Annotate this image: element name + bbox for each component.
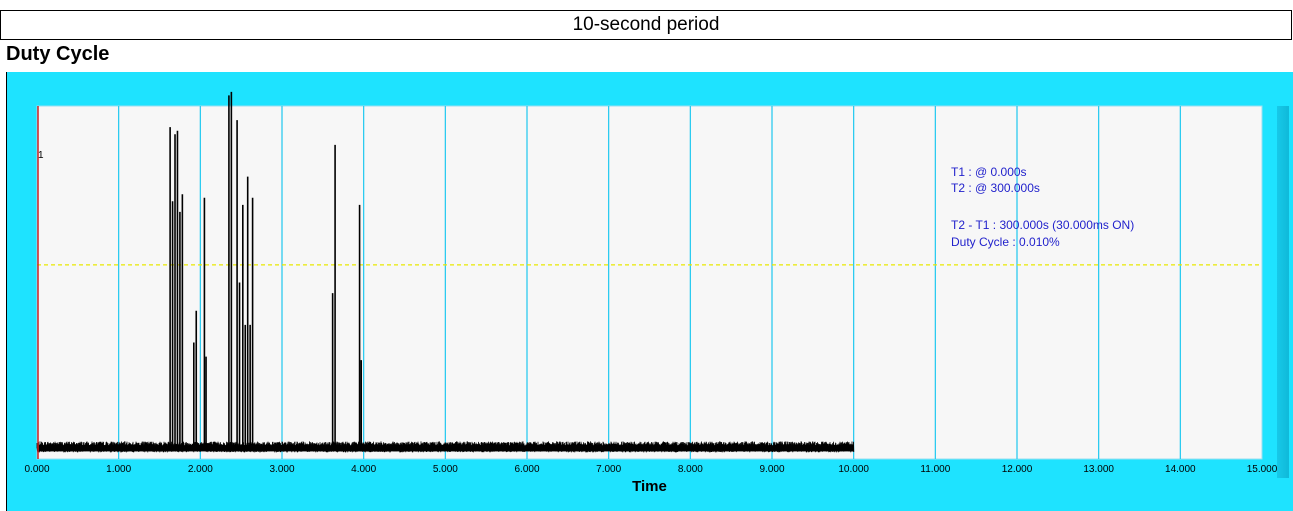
x-tick-label: 4.000: [351, 464, 376, 475]
signal-spikes: [37, 91, 854, 452]
annotation-t1: T1 : @ 0.000s: [951, 165, 1027, 179]
x-tick-label: 14.000: [1165, 464, 1196, 475]
x-tick-label: 13.000: [1083, 464, 1114, 475]
annotation-t2: T2 : @ 300.000s: [951, 181, 1040, 195]
x-tick-label: 7.000: [596, 464, 621, 475]
x-axis-title: Time: [632, 478, 667, 495]
x-tick-label: 6.000: [514, 464, 539, 475]
frame-scroll-edge: [1277, 106, 1289, 478]
x-tick-label: 8.000: [678, 464, 703, 475]
x-tick-labels: 0.000 1.000 2.000 3.000 4.000 5.000 6.000 7.000…: [24, 464, 1277, 475]
x-tick-label: 12.000: [1002, 464, 1033, 475]
x-tick-label: 5.000: [433, 464, 458, 475]
noise-floor-band: [37, 446, 854, 452]
plot-area[interactable]: [36, 105, 1263, 460]
x-tick-label: 10.000: [838, 464, 869, 475]
x-tick-label: 3.000: [269, 464, 294, 475]
annotation-duty-cycle: Duty Cycle : 0.010%: [951, 235, 1060, 249]
period-title: 10-second period: [0, 10, 1292, 40]
grid-lines: [118, 106, 1181, 459]
x-tick-label: 15.000: [1247, 464, 1278, 475]
annotation-t2-minus-t1: T2 - T1 : 300.000s (30.000ms ON): [951, 218, 1134, 232]
frame-left-edge: [6, 72, 7, 511]
x-tick-label: 2.000: [188, 464, 213, 475]
chart-frame: 1 0.000 1.000 2.000 3.000 4.000 5.000 6.000 7.0…: [6, 72, 1293, 511]
x-tick-label: 1.000: [106, 464, 131, 475]
x-tick-label: 0.000: [24, 464, 49, 475]
x-tick-label: 9.000: [759, 464, 784, 475]
cursor-t1-label: 1: [38, 150, 44, 161]
panel-title: Duty Cycle: [6, 43, 110, 65]
duty-cycle-chart: 1 0.000 1.000 2.000 3.000 4.000 5.000 6.000 7.0…: [24, 91, 1278, 495]
top-strip: [0, 0, 1293, 10]
x-tick-label: 11.000: [920, 464, 950, 475]
